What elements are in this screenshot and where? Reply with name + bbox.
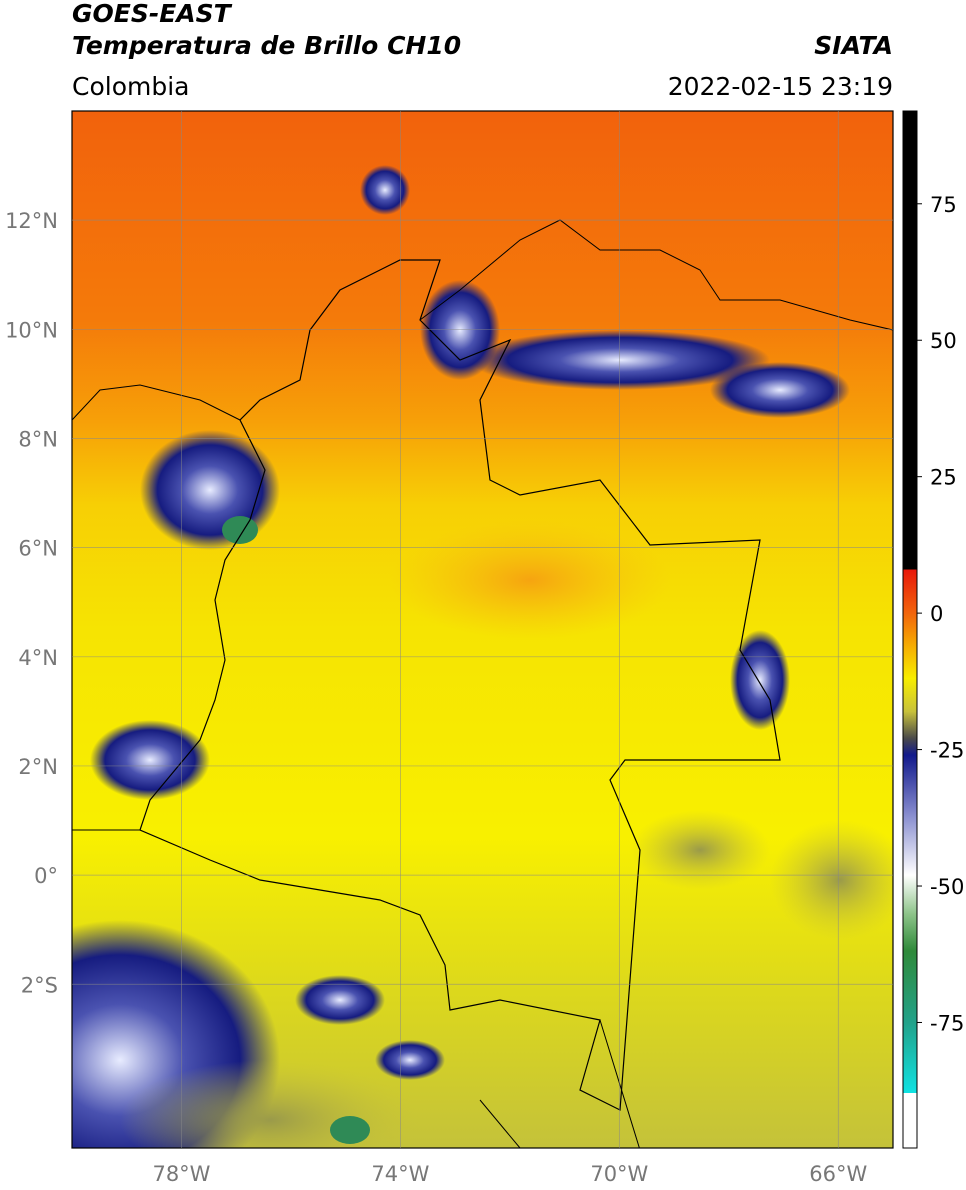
title: GOES-EAST — [72, 0, 233, 28]
colorbar-tick-label: 50 — [930, 329, 957, 353]
colorbar-tick-label: -25 — [930, 739, 964, 763]
subtitle: Temperatura de Brillo CH10 — [72, 31, 461, 60]
x-tick-label: 70°W — [590, 1162, 648, 1186]
y-tick-label: 4°N — [18, 646, 58, 670]
x-tick-label: 66°W — [809, 1162, 867, 1186]
y-tick-label: 6°N — [18, 537, 58, 561]
colorbar-tick-label: 25 — [930, 466, 957, 490]
x-tick-label: 78°W — [152, 1162, 210, 1186]
colorbar-tick-label: 0 — [930, 602, 943, 626]
y-tick-label: 2°N — [18, 755, 58, 779]
y-tick-label: 8°N — [18, 427, 58, 451]
source: SIATA — [814, 31, 893, 60]
colorbar — [902, 110, 918, 1149]
x-tick-label: 74°W — [371, 1162, 429, 1186]
colorbar-tick-label: -75 — [930, 1011, 964, 1035]
region: Colombia — [72, 72, 189, 101]
y-tick-label: 10°N — [5, 318, 58, 342]
timestamp: 2022-02-15 23:19 — [668, 72, 893, 101]
y-tick-label: 2°S — [21, 973, 58, 997]
colorbar-tick-label: -50 — [930, 875, 964, 899]
y-tick-label: 12°N — [5, 209, 58, 233]
satellite-image — [72, 111, 893, 1148]
colorbar-tick-label: 75 — [930, 193, 957, 217]
graticule — [72, 111, 893, 1148]
y-tick-label: 0° — [34, 864, 58, 888]
map-frame — [71, 110, 894, 1149]
